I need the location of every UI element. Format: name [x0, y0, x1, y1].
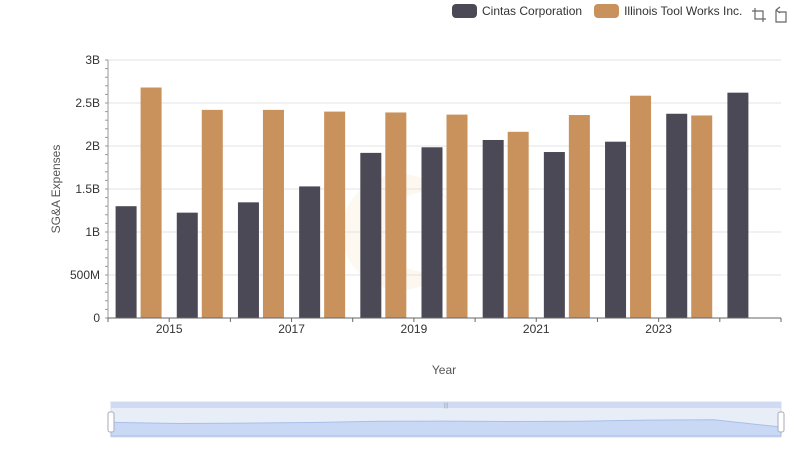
y-tick-label: 2.5B — [75, 96, 100, 110]
bar-illinois-tool-works-2014[interactable] — [140, 87, 162, 319]
legend: Cintas Corporation Illinois Tool Works I… — [452, 4, 754, 18]
bar-illinois-tool-works-2021[interactable] — [568, 115, 590, 318]
zoom-icon[interactable] — [750, 6, 768, 24]
y-tick-label: 0 — [93, 311, 100, 325]
y-axis-title: SG&A Expenses — [49, 145, 63, 234]
legend-swatch-cintas — [452, 4, 477, 18]
legend-label-cintas: Cintas Corporation — [482, 4, 583, 18]
bar-cintas-2018[interactable] — [360, 152, 382, 318]
bar-illinois-tool-works-2015[interactable] — [201, 109, 223, 318]
bar-illinois-tool-works-2018[interactable] — [385, 112, 407, 319]
x-tick-label: 2019 — [401, 322, 428, 336]
legend-label-illinois-tool-works: Illinois Tool Works Inc. — [624, 4, 743, 18]
bar-illinois-tool-works-2019[interactable] — [446, 114, 468, 318]
bar-illinois-tool-works-2016[interactable] — [262, 109, 284, 318]
bar-cintas-2017[interactable] — [299, 186, 321, 318]
bar-cintas-2015[interactable] — [176, 212, 198, 318]
restore-icon[interactable] — [772, 6, 790, 24]
bar-cintas-2024[interactable] — [727, 92, 749, 319]
bar-illinois-tool-works-2020[interactable] — [507, 131, 529, 318]
data-zoom-handle-right[interactable] — [777, 411, 785, 433]
bar-cintas-2022[interactable] — [605, 141, 627, 318]
legend-item-illinois-tool-works[interactable]: Illinois Tool Works Inc. — [594, 4, 742, 18]
x-tick-label: 2015 — [156, 322, 183, 336]
y-tick-label: 1B — [85, 225, 100, 239]
data-zoom-handle-left[interactable] — [107, 411, 115, 433]
bar-cintas-2020[interactable] — [482, 139, 504, 318]
bar-illinois-tool-works-2023[interactable] — [691, 115, 713, 318]
bar-cintas-2016[interactable] — [237, 202, 259, 318]
legend-swatch-illinois-tool-works — [594, 4, 620, 18]
bar-cintas-2023[interactable] — [666, 113, 688, 318]
y-axis: 0 500M 1B 1.5B 2B 2.5B 3B — [70, 53, 109, 325]
y-tick-label: 2B — [85, 139, 100, 153]
bar-illinois-tool-works-2022[interactable] — [630, 95, 652, 318]
x-tick-label: 2021 — [523, 322, 550, 336]
x-axis: 2015 2017 2019 2021 2023 — [107, 317, 782, 336]
bar-illinois-tool-works-2017[interactable] — [324, 111, 346, 318]
data-zoom-slider[interactable]: ||| — [107, 401, 785, 438]
x-axis-title: Year — [432, 363, 456, 377]
bars — [115, 87, 749, 319]
bar-cintas-2021[interactable] — [543, 152, 565, 318]
legend-item-cintas[interactable]: Cintas Corporation — [452, 4, 582, 18]
data-zoom-grip-icon[interactable]: ||| — [444, 403, 449, 409]
y-tick-label: 500M — [70, 268, 100, 282]
data-zoom-preview — [110, 419, 782, 437]
x-tick-label: 2017 — [278, 322, 305, 336]
x-tick-label: 2023 — [645, 322, 672, 336]
bar-cintas-2019[interactable] — [421, 147, 443, 318]
y-tick-label: 3B — [85, 53, 100, 67]
data-zoom-top-bar[interactable] — [111, 402, 781, 408]
y-tick-label: 1.5B — [75, 182, 100, 196]
bar-cintas-2014[interactable] — [115, 206, 137, 318]
toolbox — [746, 6, 790, 24]
